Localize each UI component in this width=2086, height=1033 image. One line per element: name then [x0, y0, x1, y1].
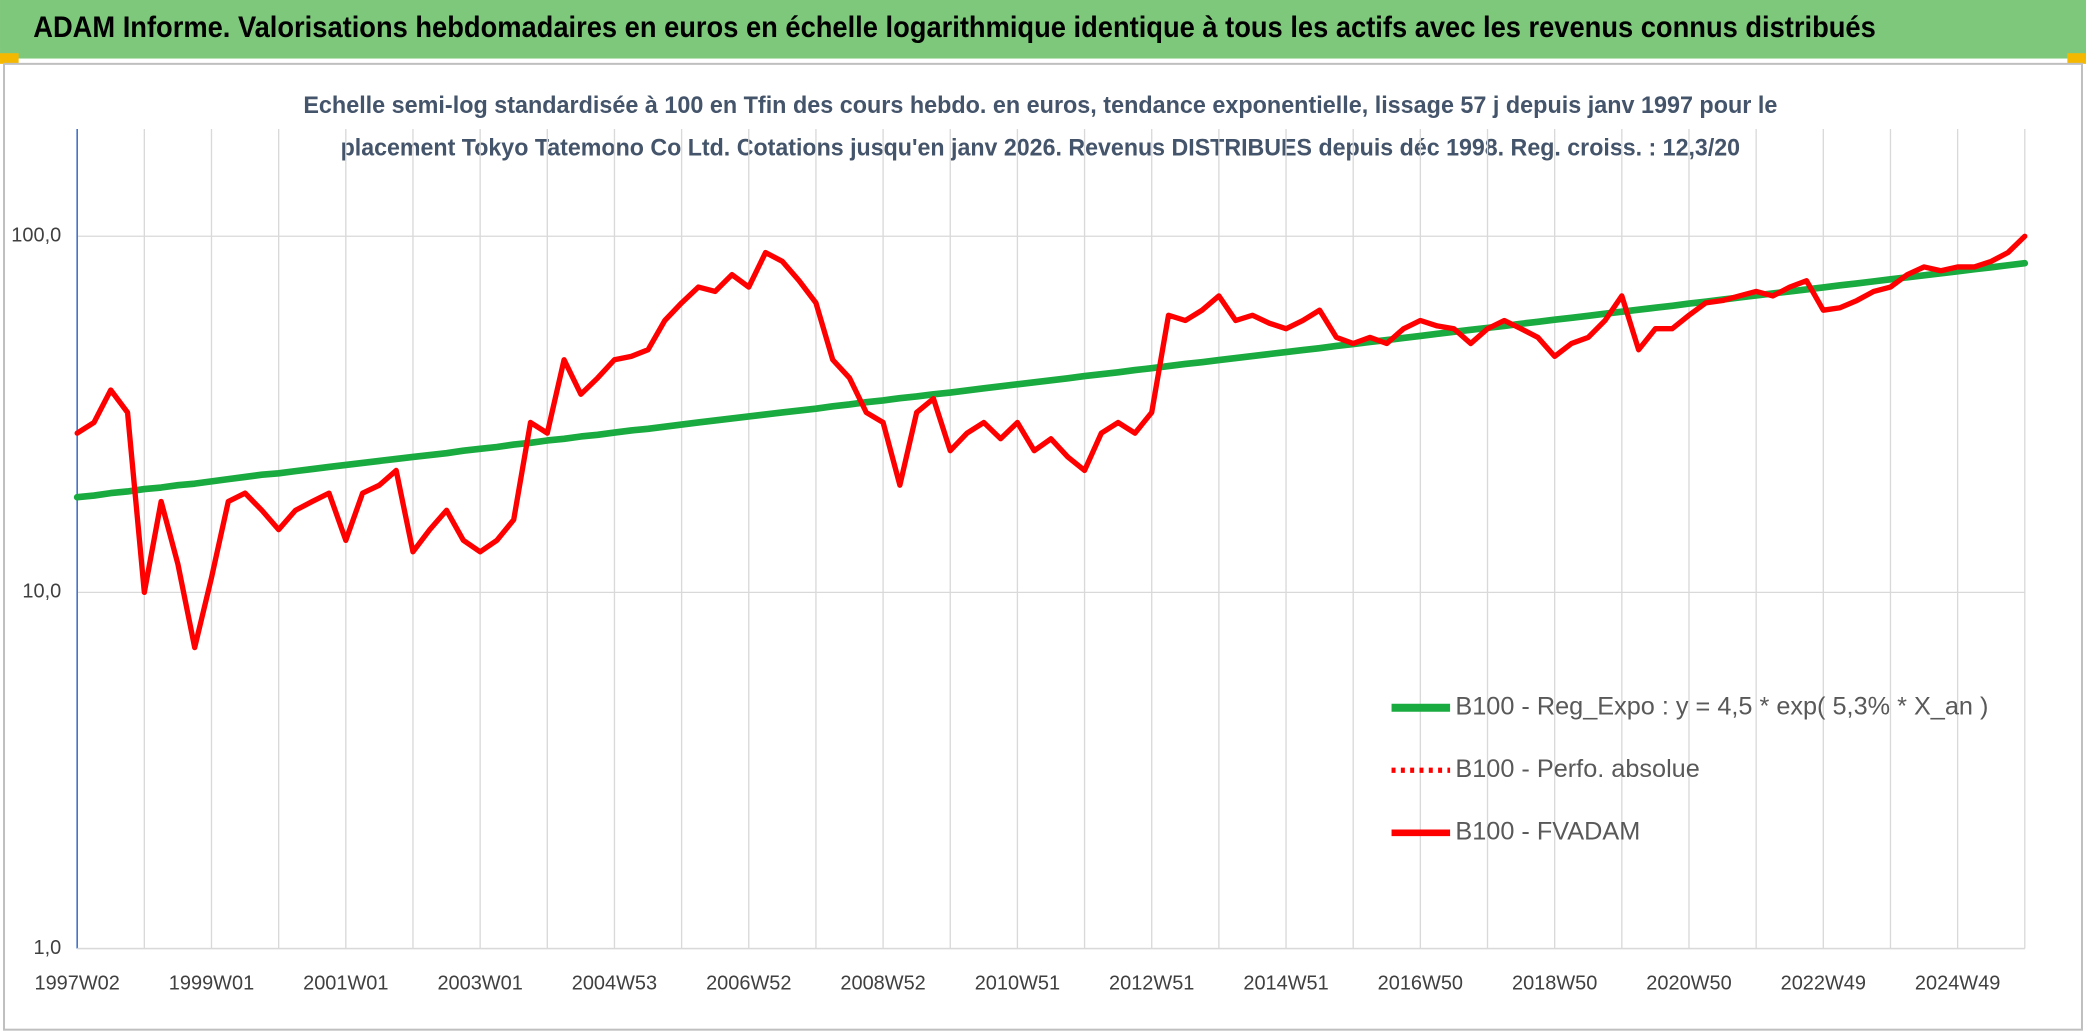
x-tick-label: 2024W49	[1915, 973, 2000, 995]
corner	[0, 53, 19, 64]
chart-title: Echelle semi-log standardisée à 100 en T…	[303, 92, 1777, 119]
series-line	[74, 233, 2028, 651]
x-tick-label: 2018W50	[1512, 973, 1597, 995]
x-tick-label: 1999W01	[169, 973, 254, 995]
x-tick-label: 2004W53	[572, 973, 657, 995]
y-tick-label: 100,0	[11, 225, 61, 247]
x-tick-label: 2022W49	[1781, 973, 1866, 995]
x-tick-label: 2008W52	[840, 973, 925, 995]
legend-label: B100 - Reg_Expo : y = 4,5 * exp( 5,3% * …	[1455, 692, 1988, 720]
header-band	[0, 0, 2086, 59]
x-tick-label: 2014W51	[1243, 973, 1328, 995]
chart-title: placement Tokyo Tatemono Co Ltd. Cotatio…	[341, 134, 1741, 161]
legend-label: B100 - Perfo. absolue	[1455, 755, 1699, 783]
x-tick-label: 2020W50	[1646, 973, 1731, 995]
header-title: ADAM Informe. Valorisations hebdomadaire…	[33, 12, 1876, 44]
chart-frame	[3, 62, 2083, 1031]
x-tick-label: 2001W01	[303, 973, 388, 995]
legend-label: B100 - FVADAM	[1455, 817, 1640, 845]
y-tick-label: 1,0	[33, 937, 61, 959]
series-line	[73, 259, 2029, 501]
x-tick-label: 2006W52	[706, 973, 791, 995]
x-tick-label: 2012W51	[1109, 973, 1194, 995]
x-tick-label: 2016W50	[1378, 973, 1463, 995]
x-tick-label: 2010W51	[975, 973, 1060, 995]
x-tick-label: 1997W02	[35, 973, 120, 995]
y-tick-label: 10,0	[22, 581, 61, 603]
corner	[2067, 53, 2086, 64]
x-tick-label: 2003W01	[437, 973, 522, 995]
